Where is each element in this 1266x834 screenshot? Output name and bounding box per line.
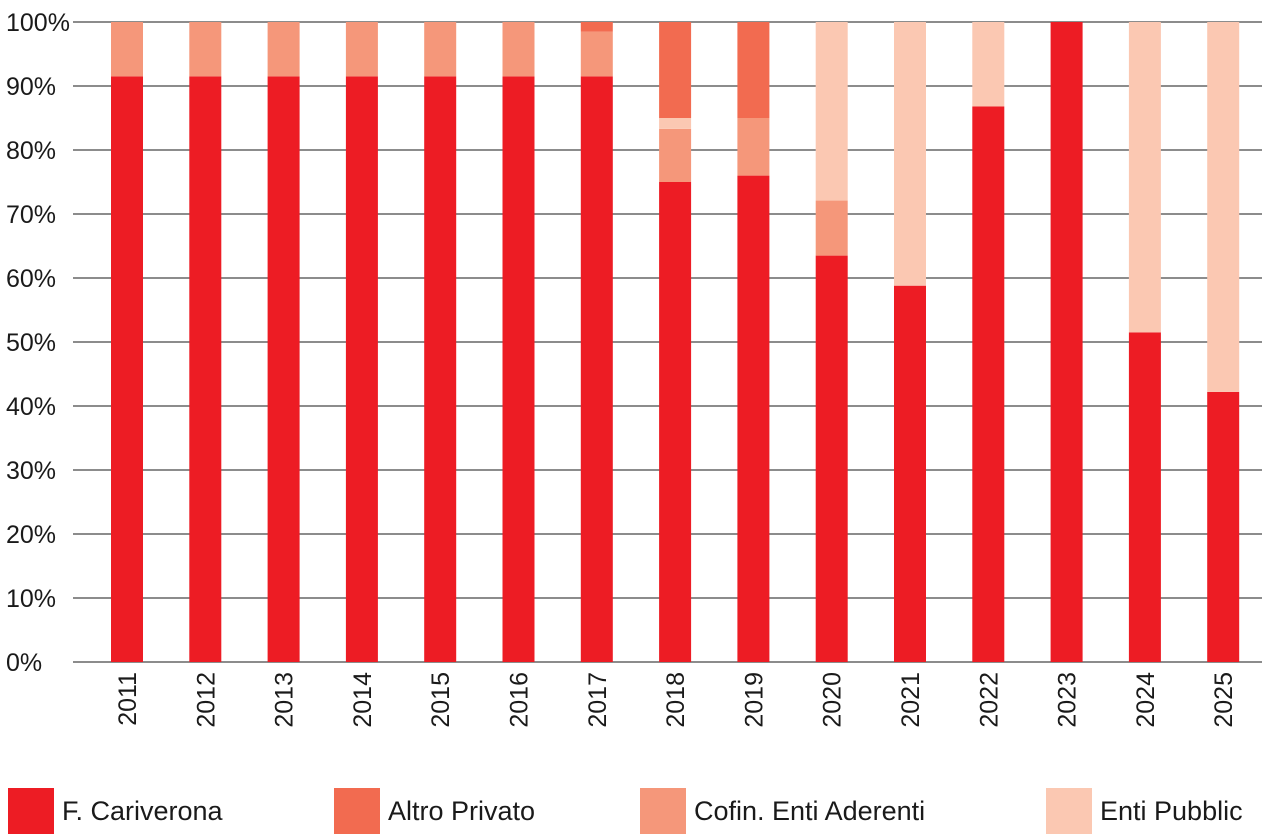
x-tick-label: 2013 (271, 672, 299, 728)
bar-segment (267, 22, 300, 77)
legend-label: Altro Privato (388, 795, 536, 826)
bar-segment (424, 22, 457, 77)
x-tick-label: 2017 (584, 672, 612, 728)
bar-segment (580, 76, 613, 662)
bar-segment (1207, 22, 1240, 392)
bar-segment (815, 255, 848, 662)
y-tick-label: 70% (6, 201, 56, 229)
y-tick-label: 80% (6, 137, 56, 165)
x-tick-label: 2022 (975, 672, 1003, 728)
legend-item-altro-privato: Altro Privato (334, 788, 535, 834)
bar-segment (972, 22, 1005, 107)
legend-swatch (640, 788, 686, 834)
x-tick-label: 2023 (1054, 672, 1082, 728)
bar-segment (1207, 391, 1240, 662)
bar-segment (659, 128, 692, 182)
legend-item-enti-pubblic: Enti Pubblic (1046, 788, 1243, 834)
x-tick-label: 2025 (1210, 672, 1238, 728)
x-tick-label: 2021 (897, 672, 925, 728)
legend-label: Cofin. Enti Aderenti (694, 795, 926, 826)
y-tick-label: 90% (6, 73, 56, 101)
legend-item-f-cariverona: F. Cariverona (8, 788, 223, 834)
bar-segment (267, 76, 300, 662)
bar-segment (580, 22, 613, 32)
bar-segment (424, 76, 457, 662)
bar-segment (580, 31, 613, 77)
y-tick-label: 50% (6, 329, 56, 357)
x-tick-label: 2020 (819, 672, 847, 728)
y-tick-label: 10% (6, 585, 56, 613)
bar-segment (111, 22, 143, 77)
legend-label: Enti Pubblic (1100, 795, 1243, 826)
x-axis-ticks: 2011 2012 2013 2014 2015 2016 2017 2018 2019 2020… (114, 672, 1238, 728)
legend-swatch (8, 788, 54, 834)
y-tick-label: 40% (6, 393, 56, 421)
bars (111, 22, 1240, 663)
x-tick-label: 2014 (349, 672, 377, 728)
legend: F. Cariverona Altro Privato Cofin. Enti … (0, 788, 1266, 834)
bar-segment (737, 22, 770, 118)
legend-label: F. Cariverona (62, 795, 223, 826)
bar-segment (737, 118, 770, 176)
bar-segment (659, 182, 692, 662)
bar-segment (1128, 332, 1161, 662)
bar-segment (659, 118, 692, 129)
y-tick-label: 0% (6, 649, 42, 677)
x-tick-label: 2024 (1132, 672, 1160, 728)
bar-segment (737, 175, 770, 662)
bar-segment (815, 200, 848, 256)
x-tick-label: 2012 (192, 672, 220, 728)
bar-segment (345, 22, 378, 77)
bar-segment (502, 76, 535, 662)
bar-segment (345, 76, 378, 662)
stacked-bar-chart: 0%10%20%30%40%50%60%70%80%90%100% 2011 20… (6, 9, 1262, 728)
bar-segment (1128, 22, 1161, 333)
bar-segment (894, 285, 926, 662)
x-tick-label: 2015 (427, 672, 455, 728)
bar-segment (659, 22, 692, 118)
x-tick-label: 2011 (114, 672, 142, 726)
bar-segment (972, 106, 1005, 663)
y-axis-ticks: 0% 10% 20% 30% 40% 50% 60% 70% 80% 90% 100% (6, 9, 70, 677)
bar-segment (894, 22, 926, 286)
bar-segment (1050, 22, 1083, 662)
y-tick-label: 20% (6, 521, 56, 549)
y-tick-label: 60% (6, 265, 56, 293)
bar-segment (815, 22, 848, 201)
bar-segment (111, 76, 143, 662)
y-tick-label: 30% (6, 457, 56, 485)
x-tick-label: 2018 (662, 672, 690, 728)
y-tick-label: 100% (6, 9, 70, 37)
legend-swatch (1046, 788, 1092, 834)
bar-segment (189, 22, 222, 77)
x-tick-label: 2019 (740, 672, 768, 728)
x-tick-label: 2016 (506, 672, 534, 728)
legend-item-cofin-enti-aderenti: Cofin. Enti Aderenti (640, 788, 925, 834)
bar-segment (502, 22, 535, 77)
bar-segment (189, 76, 222, 662)
legend-swatch (334, 788, 380, 834)
